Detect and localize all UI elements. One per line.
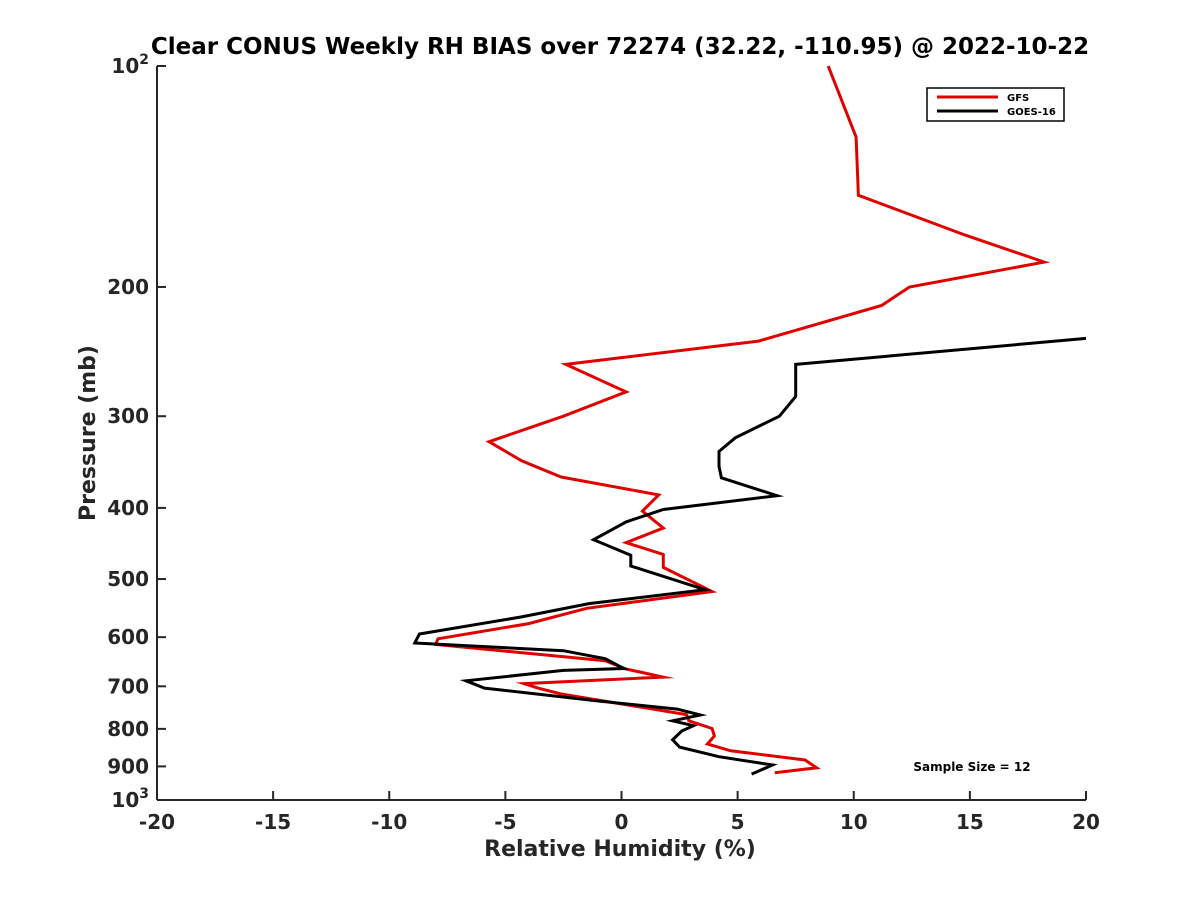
sample-size-annotation: Sample Size = 12 [913, 760, 1030, 774]
series-layer [412, 65, 1087, 776]
chart-title: Clear CONUS Weekly RH BIAS over 72274 (3… [151, 34, 1089, 60]
x-tick-label: 5 [731, 810, 745, 834]
y-tick-label: 102 [111, 52, 149, 78]
x-tick-label: 10 [840, 810, 868, 834]
y-tick-label: 700 [107, 674, 149, 698]
y-axis-label: Pressure (mb) [76, 345, 101, 521]
y-tick-label: 200 [107, 275, 149, 299]
x-tick-label: 20 [1072, 810, 1100, 834]
legend: GFS GOES-16 [926, 87, 1065, 122]
legend-box [926, 87, 1065, 122]
y-tick-label: 500 [107, 567, 149, 591]
x-tick-label: 15 [956, 810, 984, 834]
y-tick-label: 900 [107, 754, 149, 778]
legend-entry: GFS [1007, 93, 1029, 104]
series-line-goes-16 [412, 336, 1087, 776]
x-tick-label: -5 [494, 810, 516, 834]
series-line-gfs [433, 65, 1051, 775]
x-axis-label: Relative Humidity (%) [484, 837, 756, 862]
x-tick-label: -20 [139, 810, 175, 834]
x-tick-label: -15 [255, 810, 291, 834]
x-tick-label: 0 [615, 810, 629, 834]
axes: -20 -15 -10 -5 0 5 10 15 20 102 200 300 400 500 600 700… [107, 52, 1100, 834]
y-tick-label: 103 [111, 786, 149, 812]
x-tick-label: -10 [371, 810, 407, 834]
y-tick-label: 800 [107, 717, 149, 741]
y-tick-label: 300 [107, 404, 149, 428]
legend-entry: GOES-16 [1007, 107, 1056, 118]
y-tick-label: 400 [107, 496, 149, 520]
y-tick-label: 600 [107, 625, 149, 649]
